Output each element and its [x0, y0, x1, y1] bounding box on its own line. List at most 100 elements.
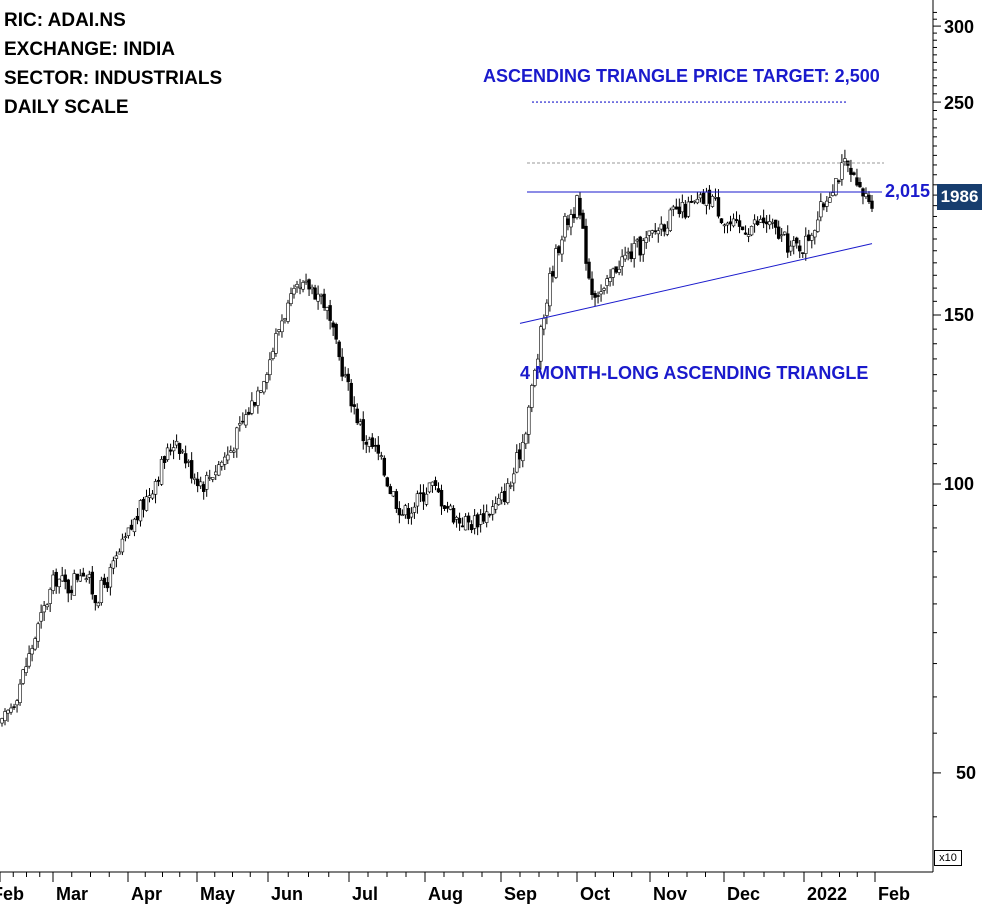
x-tick-label-jul: Jul — [352, 884, 379, 904]
candle-body — [201, 484, 206, 492]
candle-body — [304, 280, 308, 283]
candle-body — [870, 200, 874, 209]
candle-body — [430, 481, 435, 486]
candle-body — [737, 220, 742, 227]
candle-body — [66, 579, 70, 594]
candle-body — [704, 191, 709, 206]
candle-body — [244, 414, 248, 426]
ascending-support-line — [519, 243, 873, 324]
candle-body — [283, 318, 287, 321]
candle-body — [208, 477, 212, 479]
x-tick-label-2022: 2022 — [807, 884, 848, 904]
x-tick-label-apr: Apr — [131, 884, 162, 904]
candle-body — [569, 214, 573, 228]
candle-body — [629, 251, 633, 259]
candle-body — [177, 443, 182, 454]
candle-body — [117, 551, 122, 555]
candle-body — [90, 571, 95, 595]
candle-body — [250, 400, 254, 414]
candle-body — [310, 286, 314, 290]
candle-body — [599, 291, 603, 295]
sector-label: SECTOR: INDUSTRIALS — [4, 68, 223, 89]
candle-body — [205, 475, 209, 490]
candle-body — [120, 538, 125, 553]
candle-body — [593, 293, 597, 298]
candle-body — [469, 524, 474, 531]
candle-body — [382, 457, 387, 476]
y-tick-label-100: 100 — [944, 474, 975, 494]
candle-body — [36, 623, 40, 642]
candle-body — [596, 295, 600, 297]
candle-body — [530, 385, 534, 408]
candle-body — [99, 580, 104, 603]
candle-body — [433, 480, 438, 486]
candle-body — [701, 192, 706, 204]
candle-body — [490, 506, 495, 515]
candle-body — [822, 203, 826, 208]
candle-body — [795, 237, 799, 244]
candle-body — [114, 555, 119, 559]
candle-body — [641, 240, 645, 255]
axis-corner — [933, 872, 982, 905]
candle-body — [111, 560, 116, 569]
x-tick-label-aug: Aug — [428, 884, 463, 904]
candle-body — [24, 666, 28, 673]
candle-body — [524, 433, 528, 445]
candle-body — [78, 575, 82, 582]
candle-body — [782, 231, 787, 235]
candle-body — [689, 200, 694, 203]
candle-body — [289, 293, 293, 304]
y-tick-label-50: 50 — [956, 763, 977, 783]
candle-body — [650, 230, 654, 234]
candle-body — [12, 706, 16, 708]
candle-body — [590, 278, 594, 295]
candle-body — [48, 589, 52, 604]
candle-body — [72, 573, 76, 596]
candle-body — [220, 461, 224, 467]
candle-body — [424, 493, 429, 505]
candle-body — [758, 219, 763, 223]
candle-body — [238, 423, 242, 426]
candle-body — [418, 492, 423, 495]
price-target-annotation: ASCENDING TRIANGLE PRICE TARGET: 2,500 — [483, 66, 880, 86]
candle-body — [153, 481, 158, 495]
candle-body — [677, 206, 682, 215]
candle-body — [506, 483, 510, 503]
candle-body — [340, 356, 344, 377]
y-tick-label-150: 150 — [944, 305, 975, 325]
candle-body — [229, 450, 233, 453]
candle-body — [298, 286, 302, 289]
candle-body — [412, 506, 417, 513]
candle-body — [557, 246, 561, 253]
candle-body — [268, 359, 272, 376]
candle-body — [779, 234, 784, 237]
candle-body — [837, 180, 841, 183]
pattern-annotation: 4 MONTH-LONG ASCENDING TRIANGLE — [520, 363, 869, 383]
candle-body — [770, 222, 775, 224]
candle-body — [286, 302, 290, 322]
candle-body — [840, 162, 844, 180]
candle-body — [475, 514, 480, 528]
candle-body — [316, 293, 320, 302]
candle-body — [346, 373, 350, 383]
candle-body — [165, 447, 170, 460]
candle-body — [108, 567, 113, 588]
candle-body — [180, 450, 185, 453]
candle-body — [192, 477, 197, 480]
candle-body — [484, 511, 489, 523]
candle-body — [819, 201, 823, 218]
candle-body — [235, 427, 239, 450]
candle-body — [337, 341, 341, 358]
candle-body — [174, 440, 179, 446]
candle-body — [295, 284, 299, 288]
candle-body — [400, 514, 405, 516]
candle-body — [801, 252, 805, 254]
candle-body — [274, 333, 278, 354]
candle-body — [755, 220, 760, 225]
candle-body — [620, 256, 624, 267]
scale-label: DAILY SCALE — [4, 97, 129, 118]
candle-body — [277, 329, 281, 332]
candle-body — [686, 201, 691, 217]
candle-body — [183, 453, 188, 464]
